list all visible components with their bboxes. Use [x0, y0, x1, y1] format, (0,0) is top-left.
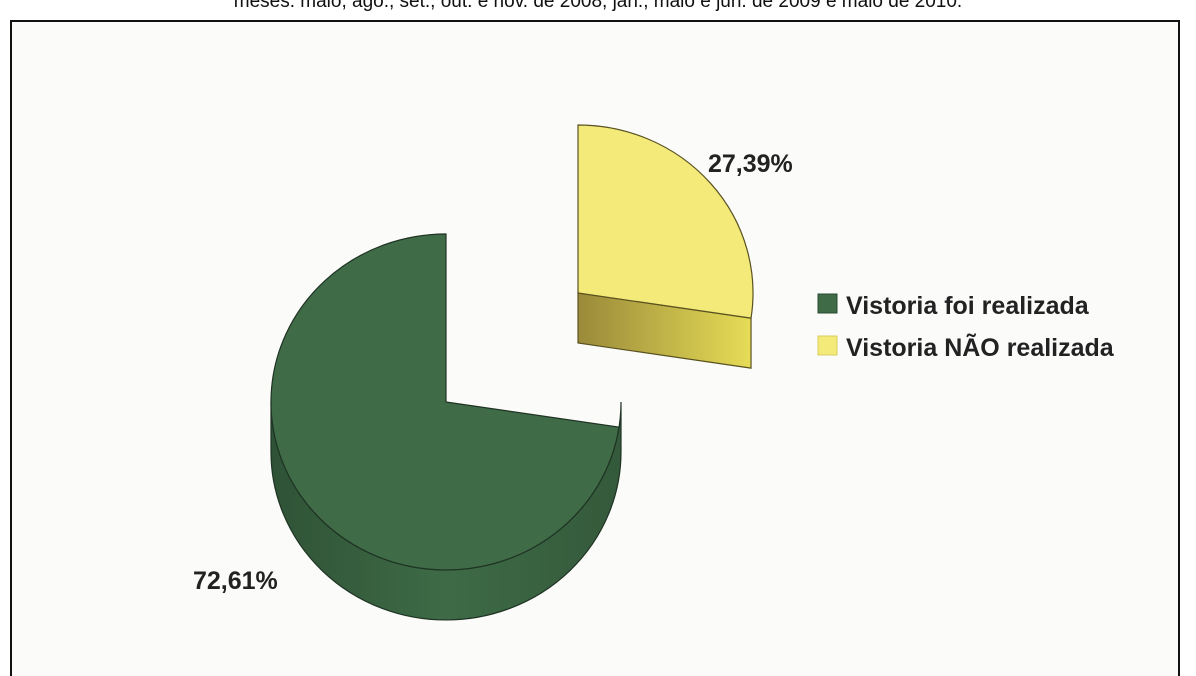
- data-label-vistoria-realizada: 72,61%: [193, 567, 278, 595]
- legend-label-vistoria-nao-realizada: Vistoria NÃO realizada: [846, 332, 1115, 362]
- legend-item-vistoria-realizada: Vistoria foi realizada: [817, 292, 1090, 320]
- pie-slice-vistoria-realizada: [270, 233, 622, 621]
- chart-caption: meses: maio, ago., set., out. e nov. de …: [233, 0, 963, 12]
- data-label-vistoria-nao-realizada: 27,39%: [708, 150, 793, 178]
- legend-swatch-vistoria-nao-realizada: [817, 335, 838, 356]
- legend-swatch-vistoria-realizada: [817, 293, 838, 314]
- chart-frame: [10, 20, 1180, 676]
- pie-slice-vistoria-nao-realizada: [577, 124, 754, 369]
- legend-item-vistoria-nao-realizada: Vistoria NÃO realizada: [817, 332, 1115, 362]
- legend-label-vistoria-realizada: Vistoria foi realizada: [846, 292, 1090, 320]
